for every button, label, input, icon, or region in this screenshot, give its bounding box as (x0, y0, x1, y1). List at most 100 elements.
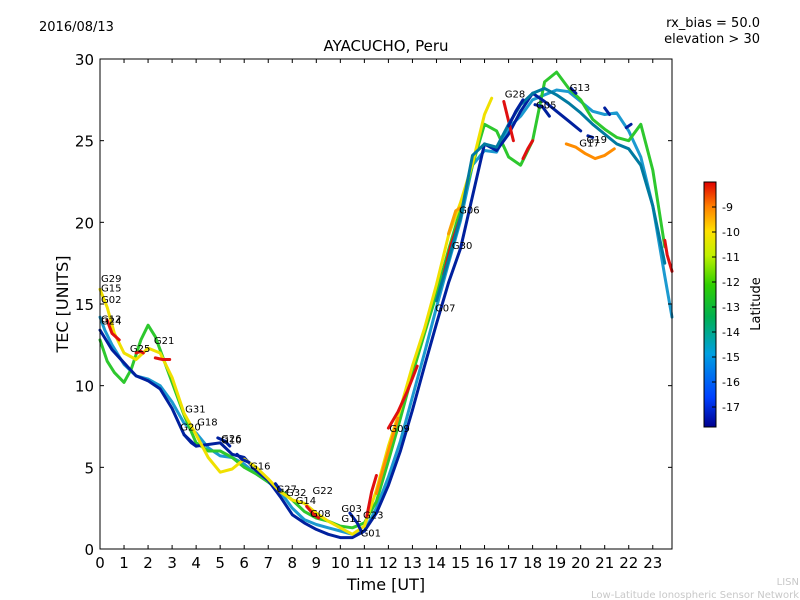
y-tick-label: 0 (84, 541, 94, 559)
sat-label-g14: G14 (296, 496, 316, 507)
x-tick-label: 7 (263, 554, 273, 572)
colorbar-tick-label: -16 (722, 376, 740, 389)
x-tick-label: 11 (355, 554, 374, 572)
y-tick-label: 25 (75, 133, 94, 151)
sat-label-g03: G03 (341, 504, 361, 515)
sat-label-g02: G02 (101, 295, 121, 306)
sat-label-g07: G07 (435, 303, 455, 314)
x-tick-label: 10 (331, 554, 350, 572)
tec-series-7 (365, 474, 378, 518)
x-tick-label: 20 (571, 554, 590, 572)
tec-series-23 (182, 433, 198, 448)
colorbar-tick-label: -13 (722, 301, 740, 314)
sat-label-g32: G32 (286, 488, 306, 499)
sat-label-g22: G22 (312, 486, 332, 497)
x-tick-label: 13 (403, 554, 422, 572)
x-tick-label: 17 (499, 554, 518, 572)
sat-label-g18: G18 (197, 418, 217, 429)
sat-label-g10: G10 (221, 436, 241, 447)
tec-series-16 (435, 86, 667, 303)
sat-label-g21: G21 (154, 336, 174, 347)
footer-network: Low-Latitude Ionospheric Sensor Network (591, 590, 799, 600)
tec-series-14 (564, 142, 616, 161)
y-axis-label: TEC [UNITS] (53, 256, 72, 354)
sat-label-g20: G20 (180, 423, 200, 434)
colorbar-tick-label: -17 (722, 401, 740, 414)
sat-label-g25: G25 (130, 344, 150, 355)
sat-label-g05: G05 (536, 101, 556, 112)
x-tick-label: 9 (312, 554, 322, 572)
tec-series-8 (386, 364, 419, 430)
x-tick-label: 4 (191, 554, 201, 572)
colorbar-tick-label: -11 (722, 251, 740, 264)
tec-series-4 (98, 96, 494, 536)
tec-series-18 (533, 103, 551, 118)
tec-series-6 (153, 356, 172, 361)
tec-series-21 (603, 106, 611, 116)
tec-series-28 (305, 505, 321, 520)
tec-series-25 (235, 452, 251, 464)
x-tick-label: 2 (143, 554, 153, 572)
sat-label-g27: G27 (276, 485, 296, 496)
tec-series-3 (98, 91, 583, 540)
colorbar-tick-label: -14 (722, 326, 740, 339)
x-tick-label: 14 (427, 554, 446, 572)
colorbar-tick-label: -9 (722, 201, 733, 214)
y-tick-label: 15 (75, 296, 94, 314)
sat-label-g29: G29 (101, 274, 121, 285)
elevation-label: elevation > 30 (664, 32, 760, 47)
rx-bias-label: rx_bias = 50.0 (666, 16, 760, 31)
sat-label-g30: G30 (452, 241, 472, 252)
x-tick-label: 1 (119, 554, 129, 572)
tec-series-5 (105, 318, 121, 342)
sat-label-g01: G01 (361, 529, 381, 540)
y-axis-ticks: 0 5 10 15 20 25 30 (75, 51, 672, 559)
x-tick-label: 18 (523, 554, 542, 572)
tec-series-13 (374, 416, 400, 495)
y-tick-label: 5 (84, 459, 94, 477)
tec-series-17 (507, 98, 525, 128)
x-axis-ticks: 0 1 2 3 4 5 6 7 8 9 10 11 12 13 14 15 16 17 18 19 20 21 22 23 (95, 59, 662, 572)
date-label: 2016/08/13 (39, 20, 114, 35)
tec-series-15 (447, 204, 465, 236)
sat-label-g19: G19 (586, 135, 606, 146)
x-tick-label: 21 (595, 554, 614, 572)
tec-series-12 (663, 238, 674, 273)
sat-label-g15: G15 (101, 284, 121, 295)
x-tick-label: 12 (379, 554, 398, 572)
tec-series-24 (216, 436, 232, 448)
sat-label-g24: G24 (101, 316, 121, 327)
x-tick-label: 23 (643, 554, 662, 572)
x-tick-label: 16 (475, 554, 494, 572)
sat-label-g11: G11 (341, 514, 361, 525)
tec-series-11 (521, 139, 535, 161)
sat-label-g28: G28 (505, 89, 525, 100)
sat-label-g13: G13 (570, 83, 590, 94)
colorbar (703, 181, 717, 428)
y-tick-label: 10 (75, 378, 94, 396)
sat-label-g23: G23 (363, 511, 383, 522)
sat-label-g16: G16 (250, 462, 270, 473)
tec-series-19 (569, 86, 578, 95)
colorbar-tick-label: -10 (722, 226, 740, 239)
sat-label-g06: G06 (459, 205, 479, 216)
sat-label-g08: G08 (310, 509, 330, 520)
sat-label-g17: G17 (579, 138, 599, 149)
x-tick-label: 8 (287, 554, 297, 572)
x-tick-label: 3 (167, 554, 177, 572)
colorbar-ticks: -9 -10 -11 -12 -13 -14 -15 -16 -17 (712, 201, 740, 414)
sat-label-g12: G12 (101, 315, 121, 326)
y-tick-label: 30 (75, 51, 94, 69)
sat-label-g26: G26 (221, 434, 241, 445)
tec-series-20 (586, 134, 595, 139)
chart-title: AYACUCHO, Peru (323, 37, 448, 55)
y-tick-label: 20 (75, 214, 94, 232)
x-tick-label: 19 (547, 554, 566, 572)
sat-label-g09: G09 (389, 424, 409, 435)
footer-lisn: LISN (777, 577, 799, 588)
x-tick-label: 22 (619, 554, 638, 572)
x-tick-label: 5 (215, 554, 225, 572)
sat-label-g31: G31 (185, 405, 205, 416)
